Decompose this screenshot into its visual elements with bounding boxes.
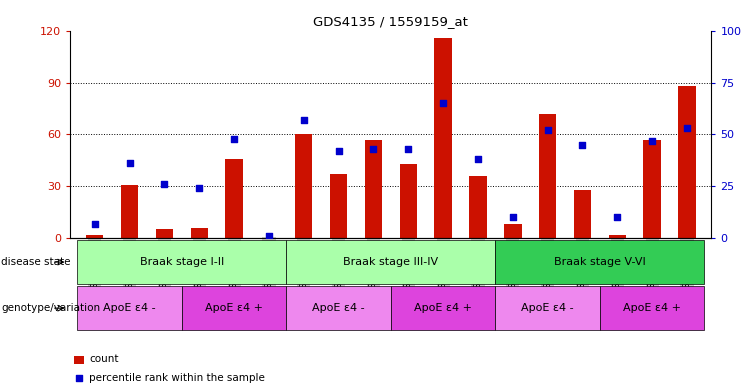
Text: count: count (89, 354, 119, 364)
Text: Braak stage III-IV: Braak stage III-IV (343, 257, 439, 267)
Point (646, 137, 658, 144)
Text: ApoE ε4 -: ApoE ε4 - (522, 303, 574, 313)
Text: percentile rank within the sample: percentile rank within the sample (89, 373, 265, 383)
Bar (225, 159, 243, 238)
Point (472, 156, 484, 162)
Point (576, 142, 588, 148)
Bar (190, 228, 208, 238)
Bar (469, 176, 487, 238)
Bar (574, 190, 591, 238)
Point (89, 220, 101, 227)
Text: ApoE ε4 -: ApoE ε4 - (103, 303, 156, 313)
Bar (504, 224, 522, 238)
Point (542, 127, 554, 133)
Bar (608, 235, 626, 238)
Text: ApoE ε4 +: ApoE ε4 + (623, 303, 681, 313)
Point (368, 146, 379, 152)
Point (611, 214, 623, 220)
Point (159, 181, 170, 187)
Bar (295, 134, 313, 238)
Bar (86, 235, 104, 238)
Text: genotype/variation: genotype/variation (1, 303, 101, 313)
Bar (121, 185, 139, 238)
Bar (678, 86, 696, 238)
Point (437, 100, 449, 106)
Bar (399, 164, 417, 238)
Point (298, 117, 310, 123)
Text: disease state: disease state (1, 257, 71, 267)
Bar (434, 38, 452, 238)
Bar (539, 114, 556, 238)
Bar (330, 174, 348, 238)
Point (228, 136, 240, 142)
Text: ApoE ε4 +: ApoE ε4 + (205, 303, 263, 313)
Bar (365, 140, 382, 238)
Text: ApoE ε4 +: ApoE ε4 + (414, 303, 472, 313)
Point (73, 375, 85, 381)
Point (507, 214, 519, 220)
Text: Braak stage I-II: Braak stage I-II (140, 257, 224, 267)
Text: ApoE ε4 -: ApoE ε4 - (312, 303, 365, 313)
Point (124, 161, 136, 167)
Point (333, 148, 345, 154)
Title: GDS4135 / 1559159_at: GDS4135 / 1559159_at (313, 15, 468, 28)
Bar (643, 140, 661, 238)
Point (263, 233, 275, 239)
Text: Braak stage V-VI: Braak stage V-VI (554, 257, 645, 267)
Bar (156, 230, 173, 238)
Point (681, 125, 693, 131)
Point (193, 185, 205, 191)
Point (402, 146, 414, 152)
